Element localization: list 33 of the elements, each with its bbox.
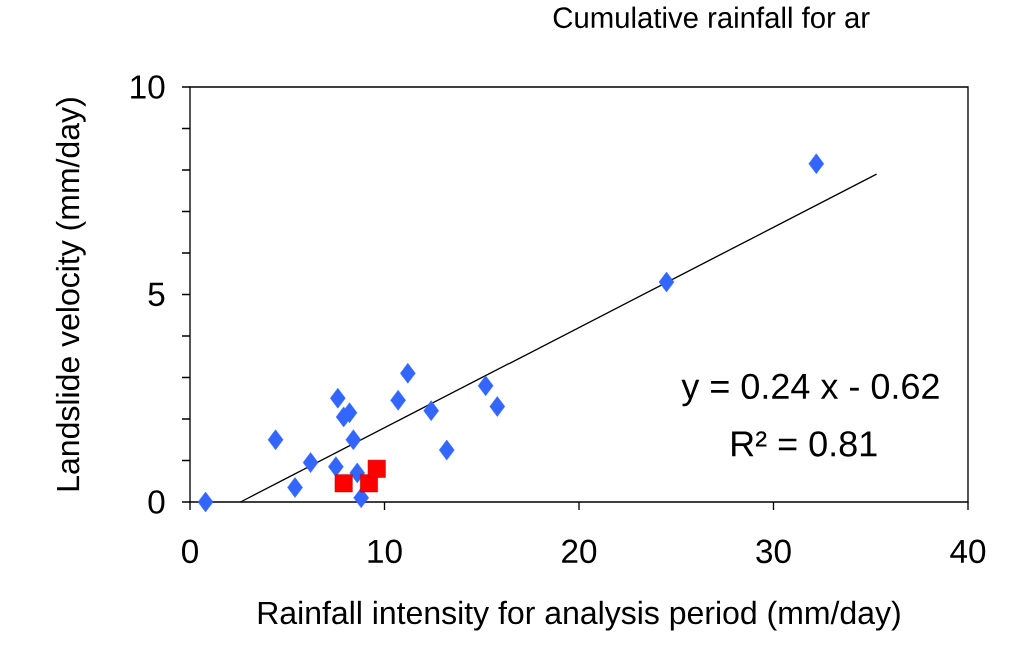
point [334, 474, 353, 493]
point [353, 487, 369, 509]
point [423, 400, 439, 421]
x-tick-label: 10 [368, 539, 402, 564]
y-axis-title: Landslide velocity (mm/day) [55, 98, 86, 491]
point [477, 375, 494, 397]
point [302, 452, 319, 473]
x-tick-label: 30 [756, 539, 791, 564]
point [345, 429, 362, 451]
annotation: R² = 0.81 [732, 431, 877, 457]
point [287, 477, 303, 498]
point [489, 396, 506, 417]
annotation: y = 0.24 x - 0.62 [681, 373, 939, 407]
point [330, 387, 346, 409]
point [808, 153, 825, 175]
point [341, 402, 358, 424]
y-tick-label: 10 [131, 75, 165, 99]
point [658, 271, 675, 293]
point [197, 491, 214, 513]
x-tick-label: 40 [950, 539, 986, 564]
x-tick-label: 20 [562, 539, 597, 564]
chart-title: Cumulative rainfall for ar [553, 6, 870, 29]
point [267, 429, 284, 451]
point [390, 390, 406, 411]
y-tick-label: 0 [148, 490, 165, 514]
point [438, 439, 455, 461]
point [400, 363, 416, 384]
point [367, 459, 386, 478]
point [328, 456, 344, 477]
x-tick-label: 0 [182, 539, 198, 564]
y-tick-label: 5 [148, 282, 165, 307]
point [349, 462, 366, 484]
x-axis-title: Rainfall intensity for analysis period (mm/day) [258, 600, 900, 631]
